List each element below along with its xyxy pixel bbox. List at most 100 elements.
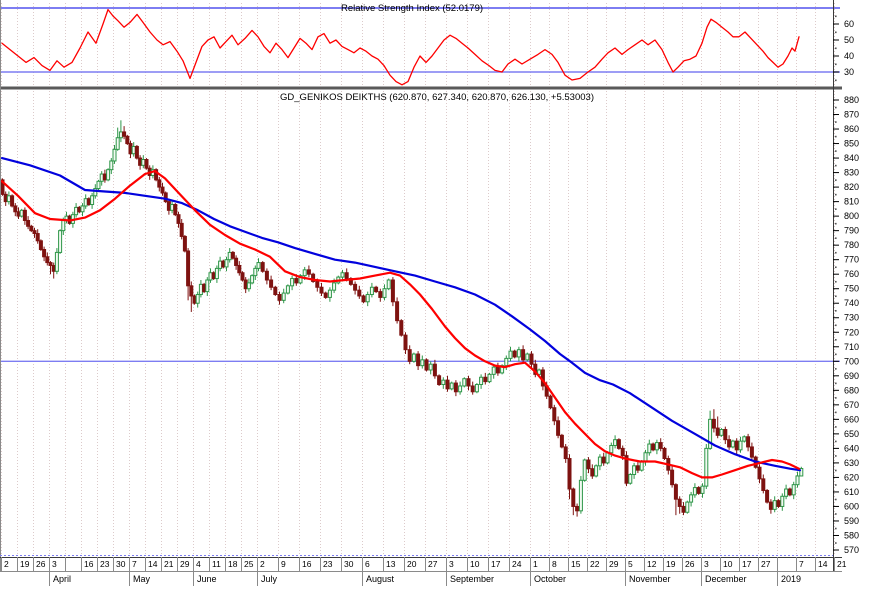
candle bbox=[182, 235, 187, 252]
price-axis-label: 620 bbox=[844, 472, 859, 482]
candle bbox=[437, 375, 442, 386]
month-label: December bbox=[705, 574, 747, 584]
candle bbox=[269, 279, 274, 288]
price-axis-label: 810 bbox=[844, 197, 859, 207]
day-tick-label: 27 bbox=[761, 559, 771, 569]
candle bbox=[195, 294, 200, 304]
candle bbox=[639, 460, 644, 471]
day-tick-label: 13 bbox=[386, 559, 396, 569]
price-axis-label: 640 bbox=[844, 443, 859, 453]
price-axis-minor-tick bbox=[835, 542, 837, 544]
candle bbox=[86, 198, 91, 206]
candle bbox=[205, 279, 210, 293]
day-tick-label: 30 bbox=[344, 559, 354, 569]
candle bbox=[757, 466, 762, 480]
candle bbox=[218, 260, 223, 269]
month-label: 2019 bbox=[781, 574, 801, 584]
candle bbox=[22, 209, 27, 221]
candle bbox=[176, 214, 181, 224]
candle bbox=[597, 456, 602, 467]
candle bbox=[115, 137, 120, 150]
price-axis-minor-tick bbox=[835, 382, 837, 385]
candle bbox=[138, 157, 143, 166]
price-axis-minor-tick bbox=[835, 353, 837, 356]
candle bbox=[214, 267, 219, 280]
candle bbox=[10, 195, 15, 207]
candle bbox=[285, 285, 290, 294]
candle bbox=[559, 434, 564, 448]
candle bbox=[112, 148, 117, 162]
rsi-panel-title: Relative Strength Index (52.0179) bbox=[340, 3, 484, 14]
price-axis-minor-tick bbox=[835, 513, 837, 515]
price-axis-label: 680 bbox=[844, 385, 859, 395]
candle bbox=[432, 363, 437, 377]
candle bbox=[323, 292, 328, 298]
day-tick-label: 3 bbox=[52, 559, 57, 569]
price-axis-minor-tick bbox=[835, 455, 837, 457]
candle bbox=[696, 487, 701, 494]
day-tick-label: 1 bbox=[533, 559, 538, 569]
price-axis-label: 880 bbox=[844, 95, 859, 105]
price-axis-label: 600 bbox=[844, 501, 859, 511]
candle bbox=[403, 334, 408, 351]
candle bbox=[761, 478, 766, 491]
red-moving-average-line bbox=[0, 170, 801, 479]
candle bbox=[16, 211, 21, 217]
price-axis-minor-tick bbox=[835, 208, 837, 210]
candle bbox=[243, 279, 248, 290]
price-axis-minor-tick bbox=[835, 368, 837, 370]
candle bbox=[512, 350, 517, 358]
candle bbox=[525, 353, 530, 361]
candle bbox=[445, 379, 450, 390]
day-tick-label: 23 bbox=[323, 559, 333, 569]
candle bbox=[730, 440, 735, 448]
candle bbox=[548, 395, 553, 409]
candle bbox=[260, 262, 265, 272]
candle bbox=[708, 418, 713, 449]
candle bbox=[658, 442, 663, 449]
price-axis-minor-tick bbox=[835, 135, 837, 138]
candle bbox=[723, 429, 728, 441]
day-tick-label: 18 bbox=[228, 559, 238, 569]
candle bbox=[386, 279, 391, 290]
candle bbox=[54, 251, 59, 272]
day-tick-label: 19 bbox=[20, 559, 30, 569]
price-axis-label: 840 bbox=[844, 153, 859, 163]
price-axis-label: 740 bbox=[844, 298, 859, 308]
candle bbox=[628, 474, 633, 484]
day-tick-label: 14 bbox=[148, 559, 158, 569]
rsi-axis-label: 50 bbox=[844, 35, 854, 45]
candle bbox=[453, 382, 458, 393]
price-axis-label: 860 bbox=[844, 124, 859, 134]
rsi-axis-label: 30 bbox=[844, 67, 854, 77]
rsi-axis-minor-tick bbox=[835, 15, 837, 18]
candle bbox=[681, 505, 686, 513]
candle bbox=[746, 436, 751, 448]
price-axis-label: 610 bbox=[844, 487, 859, 497]
price-axis-label: 830 bbox=[844, 168, 859, 178]
rsi-line bbox=[1, 8, 800, 86]
day-tick-label: 5 bbox=[628, 559, 633, 569]
candle bbox=[784, 488, 789, 497]
candle bbox=[399, 320, 404, 336]
candle bbox=[521, 349, 526, 361]
candle bbox=[590, 468, 595, 477]
month-label: June bbox=[197, 574, 217, 584]
day-tick-label: 11 bbox=[212, 559, 221, 569]
price-axis-minor-tick bbox=[835, 193, 837, 196]
month-label: August bbox=[366, 574, 395, 584]
price-axis-minor-tick bbox=[835, 440, 837, 443]
candle bbox=[491, 366, 496, 375]
candle bbox=[141, 159, 146, 166]
candle bbox=[230, 251, 235, 259]
candle bbox=[487, 373, 492, 383]
candle bbox=[765, 489, 770, 503]
price-axis-label: 770 bbox=[844, 255, 859, 265]
candle bbox=[390, 279, 395, 303]
day-tick-label: 29 bbox=[180, 559, 190, 569]
day-tick-label: 8 bbox=[552, 559, 557, 569]
candle bbox=[3, 193, 8, 203]
month-label: May bbox=[133, 574, 151, 584]
candle bbox=[19, 209, 24, 217]
candle bbox=[420, 359, 425, 367]
